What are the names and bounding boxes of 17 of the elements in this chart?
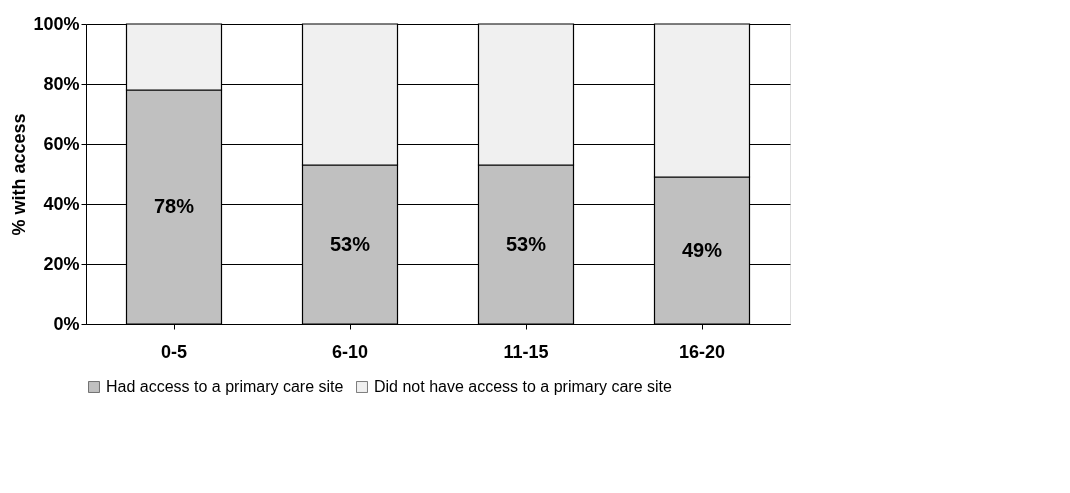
y-tick-label: 80% <box>43 73 80 94</box>
y-tick-label: 60% <box>43 133 80 154</box>
y-axis-title: % with access <box>9 113 30 236</box>
y-tick-label: 40% <box>43 193 80 214</box>
data-label: 49% <box>681 238 723 261</box>
x-tick-label: 0-5 <box>160 341 188 362</box>
y-tick-label: 20% <box>43 253 80 274</box>
x-tick-label: 16-20 <box>678 341 726 362</box>
data-label: 53% <box>329 232 371 255</box>
data-label: 53% <box>505 232 547 255</box>
y-tick-label: 0% <box>53 313 80 334</box>
x-tick-label: 11-15 <box>503 341 549 362</box>
y-tick-label: 100% <box>33 13 80 34</box>
data-label: 78% <box>153 195 195 217</box>
legend-label: Did not have access to a primary care site <box>374 378 673 395</box>
legend-label: Had access to a primary care site <box>106 378 344 395</box>
x-tick-label: 6-10 <box>331 341 369 362</box>
